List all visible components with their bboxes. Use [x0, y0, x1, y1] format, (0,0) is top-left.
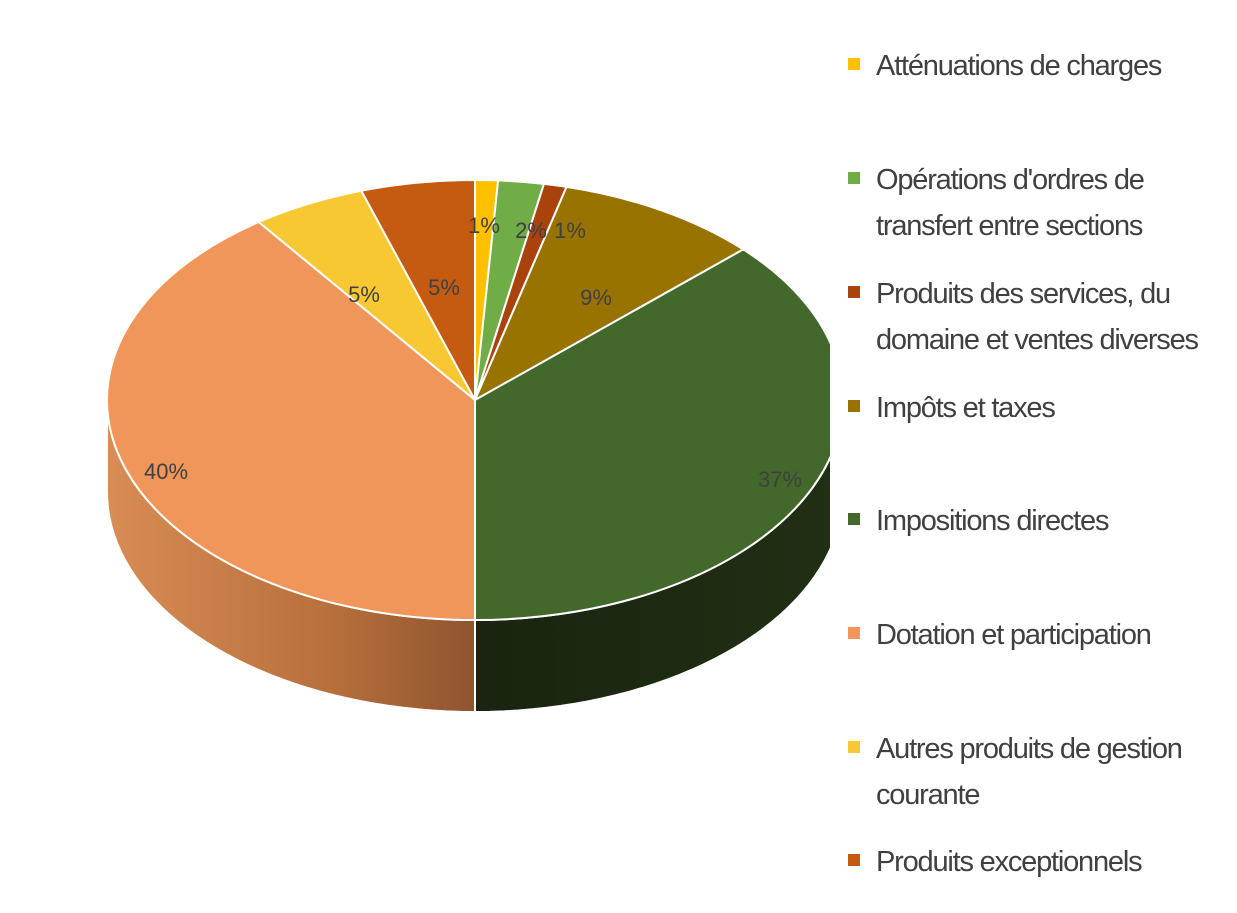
- legend-swatch: [848, 400, 860, 412]
- pie-chart: 1% 2% 1% 9% 37% 40% 5% 5%: [106, 178, 830, 714]
- legend-swatch: [848, 172, 860, 184]
- legend-swatch: [848, 854, 860, 866]
- legend-swatch: [848, 513, 860, 525]
- legend-label: Impôts et taxes: [876, 392, 1056, 424]
- pie-data-label: 2%: [515, 218, 547, 243]
- legend-item: Produits exceptionnels: [848, 839, 1236, 885]
- legend-label: Produits exceptionnels: [876, 846, 1143, 878]
- pie-data-label: 5%: [348, 282, 380, 307]
- legend-label: Atténuations de charges: [876, 50, 1162, 82]
- pie-data-label: 9%: [580, 285, 612, 310]
- legend-item: Autres produits de gestion courante: [848, 726, 1236, 818]
- pie-data-label: 1%: [468, 213, 500, 238]
- pie-data-label: 37%: [758, 467, 802, 492]
- legend-label: Autres produits de gestion courante: [876, 733, 1183, 811]
- legend-swatch: [848, 741, 860, 753]
- legend-item: Opérations d'ordres de transfert entre s…: [848, 157, 1236, 249]
- pie-data-labels: 1% 2% 1% 9% 37% 40% 5% 5%: [144, 213, 802, 492]
- legend-label: Opérations d'ordres de transfert entre s…: [876, 164, 1145, 242]
- legend-swatch: [848, 58, 860, 70]
- pie-slice: [474, 248, 830, 622]
- pie-slice: [106, 220, 476, 622]
- legend-label: Dotation et participation: [876, 619, 1152, 651]
- pie-slices: [106, 178, 830, 622]
- legend-item: Dotation et participation: [848, 612, 1236, 658]
- legend-swatch: [848, 627, 860, 639]
- legend-item: Atténuations de charges: [848, 43, 1236, 89]
- pie-data-label: 1%: [554, 218, 586, 243]
- legend-label: Produits des services, du domaine et ven…: [876, 278, 1199, 356]
- pie-data-label: 40%: [144, 459, 188, 484]
- pie-slice: [359, 178, 476, 401]
- legend-label: Impositions directes: [876, 505, 1109, 537]
- legend-item: Impôts et taxes: [848, 385, 1236, 431]
- pie-data-label: 5%: [428, 275, 460, 300]
- legend-swatch: [848, 286, 860, 298]
- legend-item: Produits des services, du domaine et ven…: [848, 271, 1236, 363]
- pie-slice: [472, 185, 746, 403]
- legend-item: Impositions directes: [848, 498, 1236, 544]
